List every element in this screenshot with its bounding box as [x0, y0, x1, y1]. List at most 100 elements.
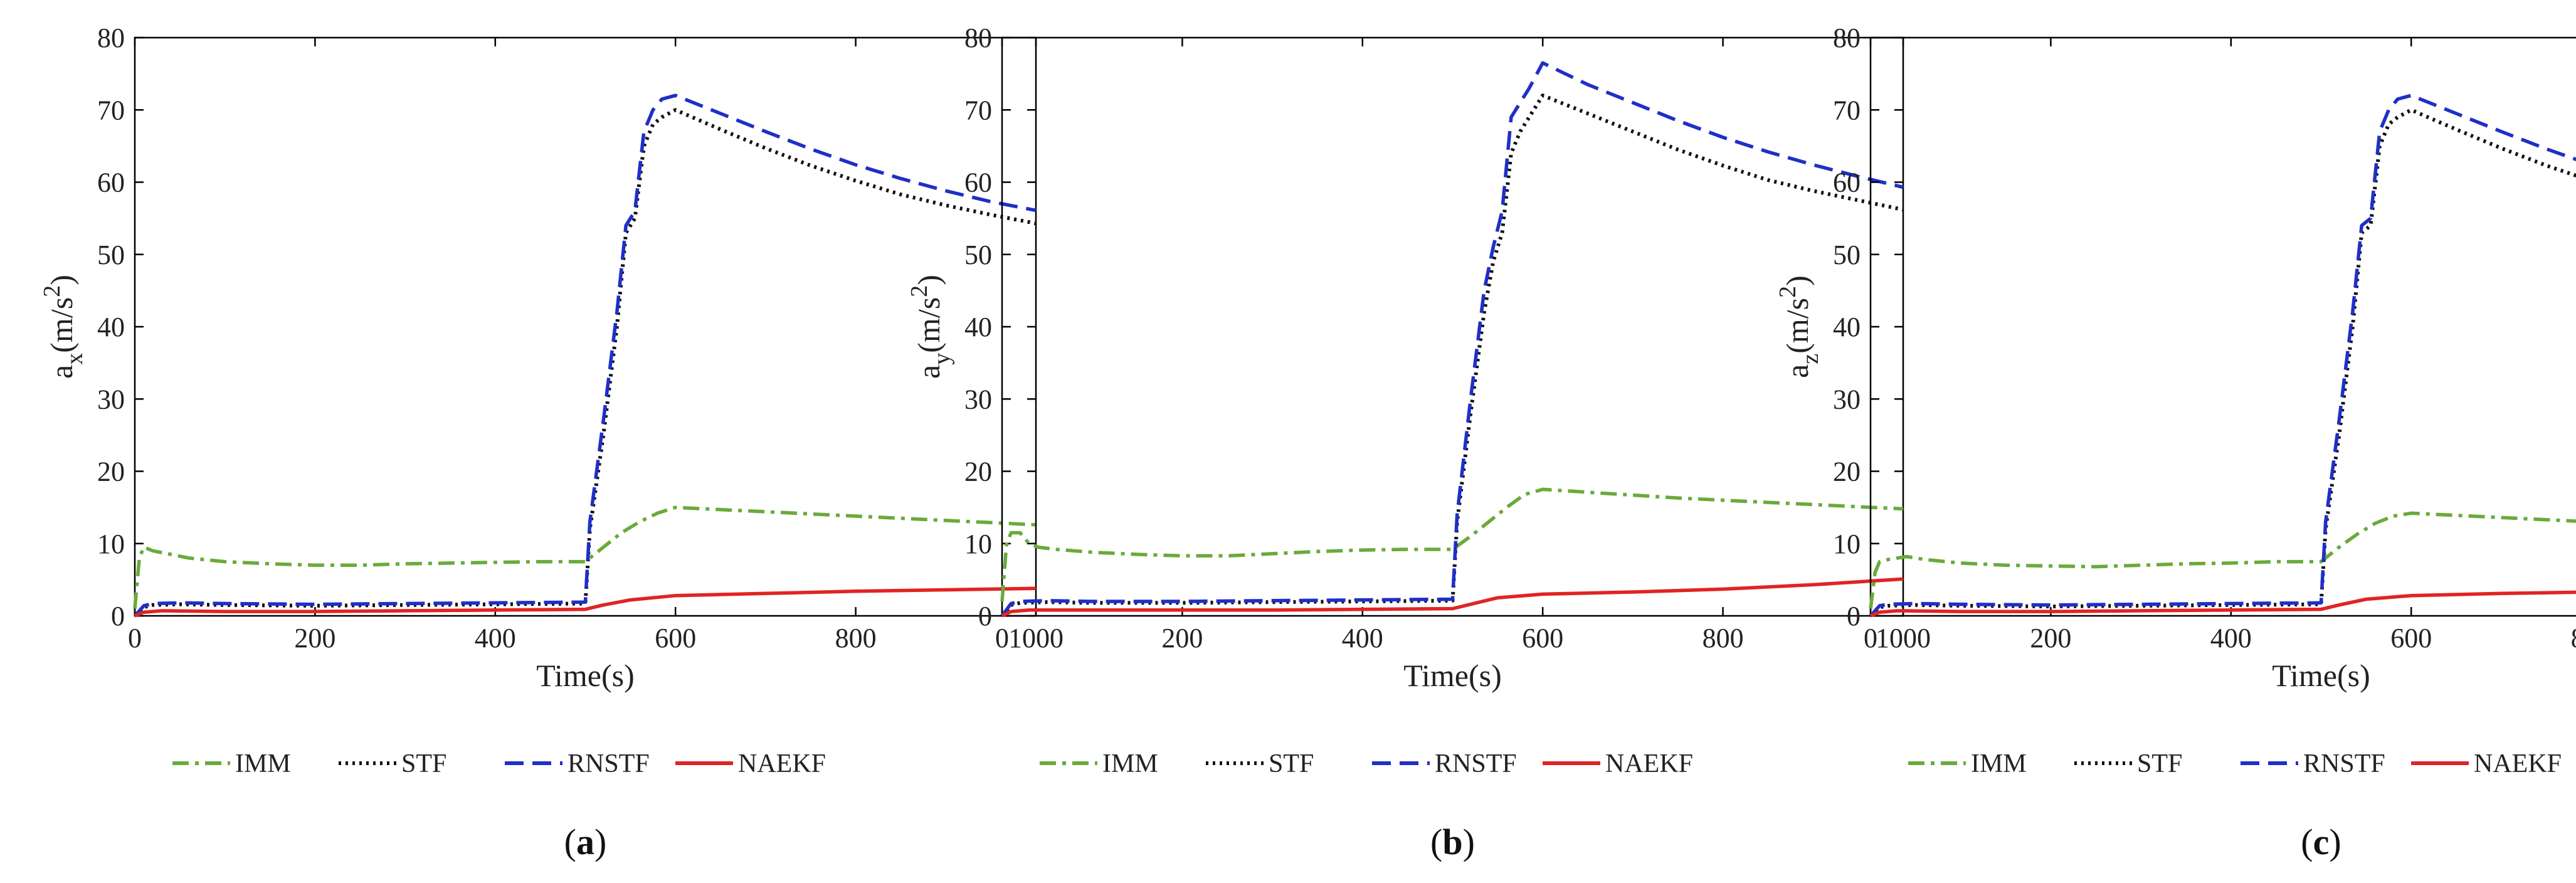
y-tick-label: 40 — [97, 312, 125, 342]
x-tick-label: 1000 — [1008, 623, 1064, 653]
series-line-naekf — [134, 586, 1037, 618]
y-tick-label: 60 — [1833, 167, 1861, 198]
legend-label-naekf: NAEKF — [1605, 749, 1693, 778]
y-tick-label: 0 — [111, 601, 125, 632]
y-tick-label: 30 — [1833, 384, 1861, 415]
x-tick-label: 600 — [655, 623, 696, 653]
legend: IMM STF RNSTF NAEKF — [1908, 749, 2562, 778]
y-axis-label-main: a — [911, 365, 946, 379]
y-tick-label: 60 — [964, 167, 992, 198]
y-tick-label: 0 — [1847, 601, 1861, 632]
legend: IMM STF RNSTF NAEKF — [172, 749, 826, 778]
y-tick-label: 10 — [964, 529, 992, 559]
series-line-rnstf — [133, 93, 1037, 617]
x-tick-label: 0 — [995, 623, 1009, 653]
series-line-stf — [1000, 93, 1904, 617]
x-axis-label: Time(s) — [1403, 658, 1502, 693]
legend-label-stf: STF — [2137, 749, 2182, 778]
panel-caption-close: ) — [1463, 822, 1475, 862]
y-tick-label: 50 — [1833, 240, 1861, 270]
y-tick-label: 20 — [97, 457, 125, 487]
legend-label-imm: IMM — [1102, 749, 1158, 778]
y-axis-label-superscript: 2 — [39, 285, 65, 297]
x-tick-label: 400 — [2210, 623, 2252, 653]
legend-label-rnstf: RNSTF — [2303, 749, 2385, 778]
x-tick-label: 600 — [1522, 623, 1563, 653]
chart-panel-c: 0102030405060708002004006008001000Time(s… — [1775, 23, 2576, 862]
plot-frame — [1869, 36, 2576, 617]
series-line-rnstf — [1000, 61, 1904, 617]
series-line-imm — [1000, 487, 1904, 602]
x-tick-label: 200 — [2030, 623, 2071, 653]
y-tick-label: 20 — [1833, 457, 1861, 487]
legend-label-imm: IMM — [1971, 749, 2027, 778]
y-tick-label: 0 — [978, 601, 992, 632]
y-axis-label-main: a — [1780, 364, 1815, 378]
y-tick-label: 60 — [97, 167, 125, 198]
y-axis-label-subscript: z — [1797, 354, 1824, 364]
y-tick-label: 10 — [97, 529, 125, 559]
panel-caption: (c) — [2301, 822, 2341, 862]
y-tick-label: 20 — [964, 457, 992, 487]
y-axis-label-subscript: x — [61, 353, 88, 365]
x-tick-label: 0 — [128, 623, 142, 653]
legend-label-naekf: NAEKF — [2474, 749, 2562, 778]
y-tick-label: 40 — [964, 312, 992, 342]
legend: IMM STF RNSTF NAEKF — [1040, 749, 1693, 778]
y-tick-label: 30 — [97, 384, 125, 415]
legend-label-imm: IMM — [235, 749, 291, 778]
y-axis-label-unit: (m/s — [911, 297, 946, 353]
x-tick-label: 600 — [2390, 623, 2432, 653]
y-axis-label-subscript: y — [929, 353, 955, 365]
legend-label-stf: STF — [401, 749, 446, 778]
y-tick-label: 70 — [1833, 95, 1861, 125]
y-tick-label: 30 — [964, 384, 992, 415]
x-axis-label: Time(s) — [2272, 658, 2370, 693]
panel-caption: (a) — [564, 822, 607, 862]
x-tick-label: 200 — [294, 623, 335, 653]
panel-caption-open: ( — [2301, 822, 2313, 862]
y-tick-label: 80 — [964, 23, 992, 53]
y-axis-label-close: ) — [44, 275, 79, 285]
series-line-naekf — [1001, 577, 1904, 618]
y-axis-label: ax(m/s2) — [39, 275, 88, 379]
y-axis-label-superscript: 2 — [906, 285, 932, 297]
x-tick-label: 200 — [1161, 623, 1203, 653]
x-tick-label: 1000 — [1876, 623, 1931, 653]
legend-label-stf: STF — [1269, 749, 1314, 778]
legend-label-naekf: NAEKF — [738, 749, 826, 778]
panel-caption: (b) — [1430, 822, 1475, 862]
y-axis-label-close: ) — [911, 275, 946, 285]
series-line-imm — [1869, 511, 2576, 609]
series-line-imm — [133, 505, 1037, 609]
y-tick-label: 10 — [1833, 529, 1861, 559]
x-tick-label: 400 — [1342, 623, 1383, 653]
y-axis-label-unit: (m/s — [44, 297, 79, 353]
series-line-stf — [1869, 108, 2576, 618]
y-tick-label: 50 — [964, 240, 992, 270]
panel-caption-letter: c — [2313, 822, 2330, 862]
x-tick-label: 800 — [1702, 623, 1744, 653]
y-axis-label: ay(m/s2) — [906, 275, 955, 379]
panel-caption-open: ( — [564, 822, 576, 862]
y-tick-label: 80 — [97, 23, 125, 53]
panel-caption-close: ) — [594, 822, 606, 862]
y-tick-label: 70 — [97, 95, 125, 125]
x-tick-label: 0 — [1864, 623, 1877, 653]
x-axis-label: Time(s) — [536, 658, 635, 693]
x-tick-label: 800 — [2571, 623, 2576, 653]
y-axis-label-close: ) — [1780, 275, 1815, 286]
plot-frame — [1001, 36, 1904, 617]
x-tick-label: 800 — [835, 623, 877, 653]
y-axis-label-main: a — [44, 365, 79, 379]
y-axis-label: az(m/s2) — [1775, 275, 1824, 378]
y-tick-label: 80 — [1833, 23, 1861, 53]
series-line-rnstf — [1869, 93, 2576, 617]
y-tick-label: 50 — [97, 240, 125, 270]
panel-caption-open: ( — [1430, 822, 1442, 862]
y-axis-label-superscript: 2 — [1775, 286, 1801, 298]
y-tick-label: 70 — [964, 95, 992, 125]
